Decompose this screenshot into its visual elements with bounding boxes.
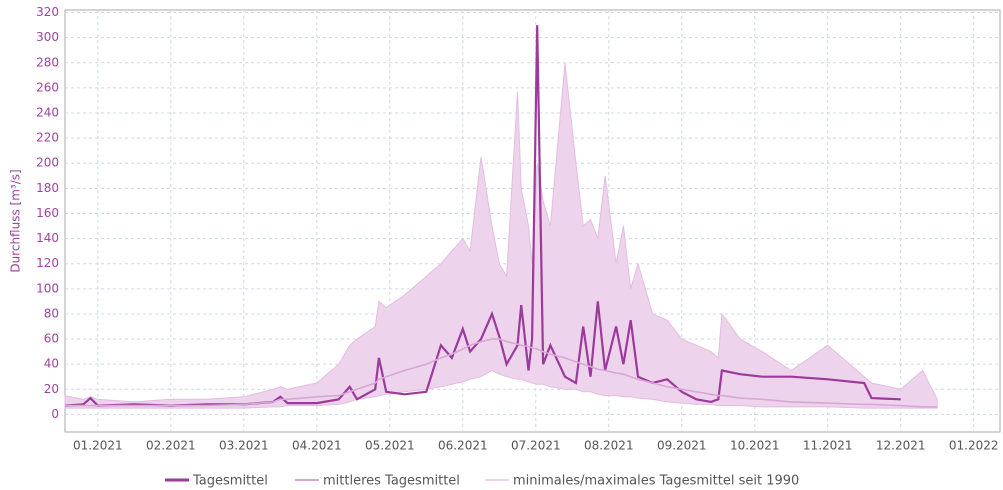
y-tick-label: 40 [44, 357, 59, 371]
x-tick-label: 05.2021 [365, 439, 415, 453]
x-tick-label: 10.2021 [730, 439, 780, 453]
y-tick-label: 80 [44, 306, 59, 320]
legend-label: mittleres Tagesmittel [323, 474, 460, 489]
y-tick-label: 260 [36, 80, 59, 94]
x-tick-label: 03.2021 [219, 439, 269, 453]
y-tick-label: 300 [36, 30, 59, 44]
y-tick-label: 120 [36, 256, 59, 270]
x-tick-label: 02.2021 [146, 439, 196, 453]
y-tick-label: 240 [36, 105, 59, 119]
x-tick-label: 07.2021 [511, 439, 561, 453]
y-tick-label: 100 [36, 281, 59, 295]
y-axis-label: Durchfluss [m³/s] [9, 169, 23, 272]
y-tick-label: 140 [36, 231, 59, 245]
y-tick-label: 20 [44, 382, 59, 396]
x-tick-label: 12.2021 [876, 439, 926, 453]
x-tick-label: 09.2021 [657, 439, 707, 453]
y-tick-label: 160 [36, 206, 59, 220]
x-tick-label: 01.2021 [73, 439, 123, 453]
x-tick-label: 06.2021 [438, 439, 488, 453]
x-tick-label: 08.2021 [584, 439, 634, 453]
y-tick-label: 0 [51, 407, 59, 421]
y-tick-label: 180 [36, 181, 59, 195]
legend-label: Tagesmittel [192, 474, 268, 489]
y-tick-label: 320 [36, 5, 59, 19]
y-tick-label: 280 [36, 55, 59, 69]
y-tick-label: 60 [44, 332, 59, 346]
y-tick-label: 200 [36, 156, 59, 170]
x-tick-label: 01.2022 [949, 439, 999, 453]
legend-label: minimales/maximales Tagesmittel seit 199… [513, 474, 799, 489]
series-line [65, 338, 938, 408]
x-tick-label: 11.2021 [803, 439, 853, 453]
series-line [64, 25, 901, 407]
x-tick-label: 04.2021 [292, 439, 342, 453]
y-tick-label: 220 [36, 131, 59, 145]
